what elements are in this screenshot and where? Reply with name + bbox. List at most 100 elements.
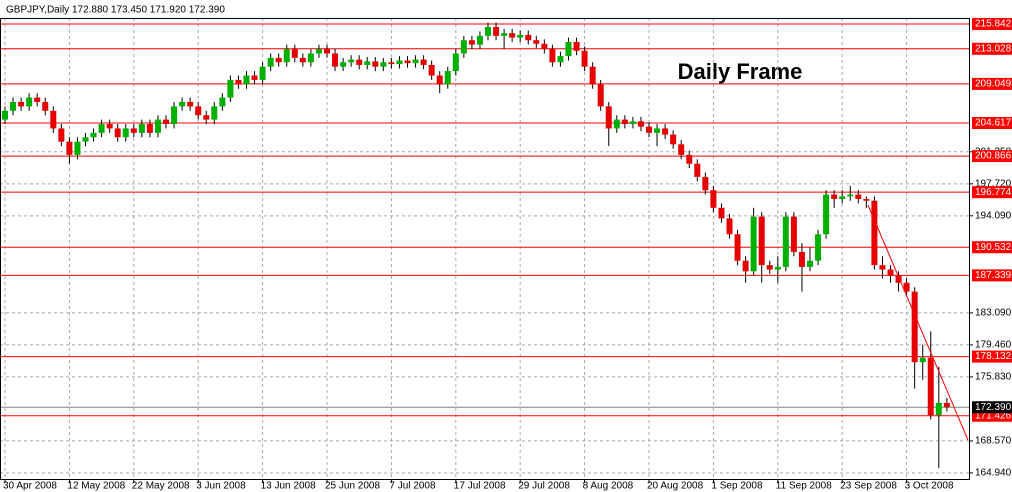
candle-body — [90, 132, 97, 138]
candle-body — [372, 61, 379, 67]
level-label-box — [972, 186, 1012, 199]
candle-body — [501, 33, 508, 36]
y-tick-label: 183.090 — [975, 307, 1012, 318]
candle-body — [130, 128, 137, 133]
x-tick-label: 3 Jun 2008 — [196, 481, 246, 492]
level-label: 200.866 — [975, 151, 1012, 162]
candle-body — [807, 260, 813, 267]
level-label: 204.617 — [975, 118, 1012, 129]
candle-body — [573, 41, 580, 51]
x-tick-label: 25 Jun 2008 — [325, 481, 380, 492]
candle-body — [163, 119, 169, 125]
candle-body — [911, 291, 918, 363]
level-label: 190.532 — [975, 242, 1012, 253]
candle-body — [444, 71, 451, 85]
level-label-box — [972, 77, 1012, 90]
candle-body — [412, 59, 419, 64]
candle-body — [114, 128, 121, 138]
candle-body — [460, 40, 467, 54]
candle-body — [662, 128, 669, 135]
candle-body — [847, 194, 854, 197]
candle-body — [629, 121, 636, 125]
candle-body — [895, 275, 902, 283]
candle-body — [468, 40, 475, 45]
candle-body — [927, 357, 934, 416]
candle-body — [34, 97, 41, 102]
candle-body — [541, 43, 548, 50]
candle-body — [815, 234, 822, 261]
candle-body — [66, 141, 73, 155]
last-price-label: 172.390 — [975, 402, 1012, 413]
candle-body — [171, 106, 178, 125]
candle-body — [251, 75, 258, 80]
candle-body — [380, 62, 387, 67]
candle-body — [2, 110, 8, 120]
candle-body — [863, 198, 870, 201]
x-tick-label: 1 Sep 2008 — [711, 481, 763, 492]
candle-body — [581, 50, 588, 67]
candle-body — [307, 53, 314, 63]
candle-body — [396, 60, 403, 65]
candle-body — [782, 216, 789, 267]
candle-body — [678, 144, 685, 155]
x-tick-label: 20 Aug 2008 — [647, 481, 704, 492]
candle-body — [509, 33, 516, 38]
candle-body — [146, 124, 153, 133]
candle-body — [637, 121, 644, 127]
candle-body — [670, 134, 677, 145]
x-tick-label: 29 Jul 2008 — [518, 481, 570, 492]
candle-body — [122, 128, 129, 138]
candle-body — [211, 106, 218, 120]
y-tick-label: 168.570 — [975, 436, 1012, 447]
candle-body — [195, 106, 202, 116]
level-label: 209.049 — [975, 79, 1012, 90]
candle-body — [291, 49, 298, 58]
candle-body — [452, 53, 459, 72]
plot-border — [0, 18, 970, 480]
candle-body — [919, 357, 926, 363]
candle-body — [517, 34, 524, 38]
candle-body — [605, 106, 612, 129]
candle-body — [790, 216, 797, 252]
candle-body — [227, 79, 234, 98]
x-tick-label: 13 Jun 2008 — [261, 481, 316, 492]
candle-body — [404, 60, 411, 64]
candle-body — [42, 101, 49, 111]
candle-body — [887, 269, 894, 276]
level-label: 213.028 — [975, 43, 1012, 54]
x-tick-label: 12 May 2008 — [67, 481, 125, 492]
trend-line — [867, 204, 969, 441]
candle-body — [935, 402, 942, 416]
level-label: 196.774 — [975, 187, 1012, 198]
candle-body — [750, 216, 757, 272]
candle-body — [718, 207, 725, 219]
candle-body — [525, 34, 532, 41]
x-tick-label: 3 Oct 2008 — [905, 481, 954, 492]
candle-body — [275, 57, 282, 63]
x-tick-label: 7 Jul 2008 — [389, 481, 436, 492]
candle-body — [324, 49, 330, 54]
y-tick-label: 164.940 — [975, 468, 1012, 479]
candle-body — [686, 154, 693, 164]
candle-body — [235, 79, 242, 85]
candle-body — [702, 176, 709, 191]
y-tick-label: 194.090 — [975, 210, 1012, 221]
x-tick-label: 22 May 2008 — [132, 481, 190, 492]
candle-body — [621, 119, 628, 125]
x-tick-label: 17 Jul 2008 — [454, 481, 506, 492]
candle-body — [565, 41, 572, 57]
candle-body — [557, 56, 564, 63]
candle-body — [694, 163, 701, 177]
candle-body — [106, 124, 113, 129]
candle-body — [187, 101, 194, 107]
candle-body — [766, 265, 773, 270]
level-label-box — [972, 42, 1012, 55]
candle-body — [283, 49, 290, 63]
x-tick-label: 30 Apr 2008 — [3, 481, 57, 492]
candle-body — [348, 59, 355, 63]
chart-title: GBPJPY,Daily 172.880 173.450 171.920 172… — [6, 5, 225, 16]
level-label: 171.426 — [975, 410, 1012, 421]
candle-body — [299, 57, 306, 63]
